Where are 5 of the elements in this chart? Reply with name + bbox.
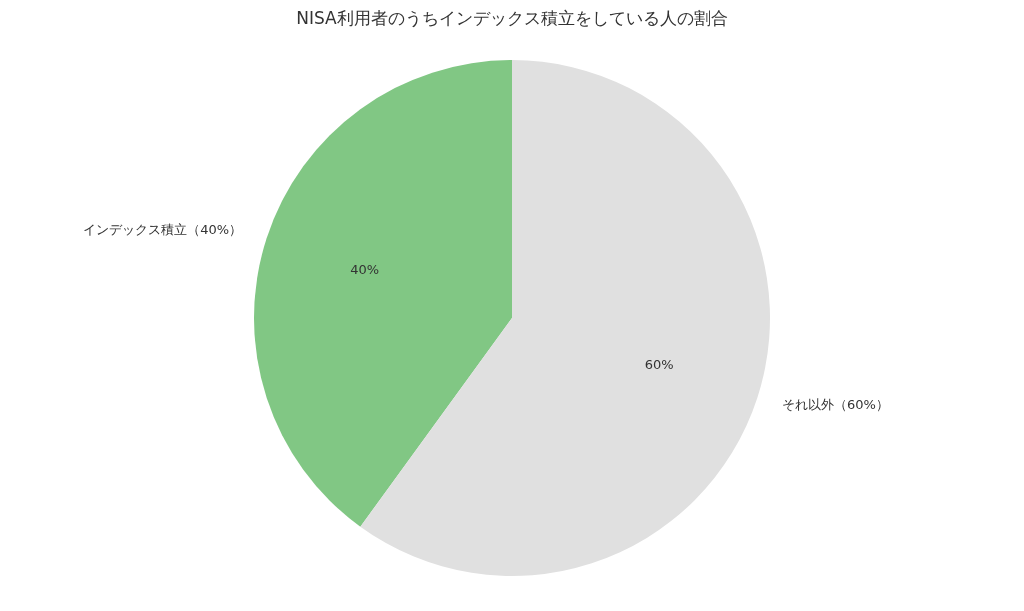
data-label: 40% <box>350 261 380 277</box>
chart-title: NISA利用者のうちインデックス積立をしている人の割合 <box>296 8 728 28</box>
data-label: 60% <box>644 357 674 373</box>
slice-label: それ以外（60%） <box>781 397 889 413</box>
slice-label: インデックス積立（40%） <box>83 221 243 237</box>
